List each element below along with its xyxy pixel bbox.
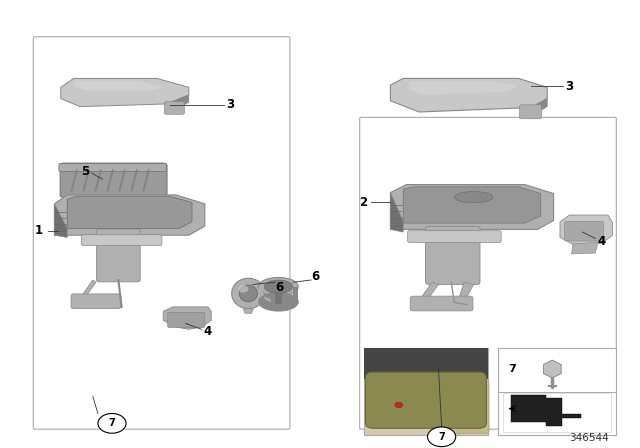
Polygon shape	[511, 395, 581, 426]
FancyBboxPatch shape	[410, 296, 473, 311]
Polygon shape	[543, 360, 561, 378]
Polygon shape	[458, 282, 474, 302]
FancyBboxPatch shape	[259, 287, 263, 304]
Polygon shape	[54, 204, 67, 237]
Text: 1: 1	[35, 224, 42, 237]
Polygon shape	[54, 195, 205, 235]
Text: 4: 4	[204, 325, 212, 338]
FancyBboxPatch shape	[365, 372, 486, 428]
FancyBboxPatch shape	[426, 226, 480, 284]
Ellipse shape	[264, 280, 292, 293]
Polygon shape	[419, 282, 438, 302]
Polygon shape	[263, 296, 271, 303]
Circle shape	[428, 427, 456, 447]
Polygon shape	[166, 95, 189, 111]
FancyBboxPatch shape	[360, 117, 616, 429]
FancyBboxPatch shape	[60, 163, 167, 198]
Ellipse shape	[232, 278, 265, 309]
Ellipse shape	[259, 293, 298, 311]
FancyBboxPatch shape	[164, 102, 184, 114]
Polygon shape	[390, 78, 547, 112]
Polygon shape	[410, 81, 518, 95]
FancyBboxPatch shape	[564, 221, 604, 241]
FancyBboxPatch shape	[275, 292, 282, 304]
Polygon shape	[390, 193, 403, 232]
Text: 3: 3	[566, 79, 573, 93]
FancyBboxPatch shape	[33, 37, 290, 429]
Text: 7: 7	[508, 364, 516, 374]
Text: 7: 7	[438, 432, 445, 442]
Text: 346544: 346544	[569, 433, 609, 443]
Text: 6: 6	[312, 270, 319, 284]
FancyBboxPatch shape	[408, 231, 501, 242]
Ellipse shape	[238, 285, 248, 293]
FancyBboxPatch shape	[364, 348, 488, 379]
Ellipse shape	[239, 285, 257, 302]
Text: 7: 7	[109, 418, 115, 428]
Polygon shape	[163, 307, 211, 329]
Text: 2: 2	[360, 196, 367, 209]
Polygon shape	[531, 99, 547, 114]
Polygon shape	[74, 81, 163, 90]
Polygon shape	[67, 196, 192, 228]
Ellipse shape	[454, 191, 493, 202]
Polygon shape	[403, 187, 541, 223]
FancyBboxPatch shape	[168, 312, 205, 327]
Text: 6: 6	[276, 281, 284, 294]
Polygon shape	[572, 242, 598, 254]
Ellipse shape	[259, 277, 298, 296]
FancyBboxPatch shape	[438, 381, 489, 433]
Text: 4: 4	[598, 234, 605, 248]
FancyBboxPatch shape	[294, 287, 298, 304]
Polygon shape	[243, 309, 253, 313]
FancyBboxPatch shape	[498, 348, 616, 435]
FancyBboxPatch shape	[520, 105, 541, 119]
Text: 3: 3	[227, 98, 234, 112]
Circle shape	[395, 402, 403, 408]
FancyBboxPatch shape	[71, 294, 121, 309]
Polygon shape	[560, 215, 612, 244]
FancyBboxPatch shape	[364, 348, 488, 435]
Circle shape	[98, 414, 126, 433]
FancyBboxPatch shape	[503, 392, 611, 432]
Text: 5: 5	[81, 164, 89, 178]
FancyBboxPatch shape	[81, 235, 162, 246]
Polygon shape	[61, 78, 189, 107]
Polygon shape	[390, 185, 554, 229]
FancyBboxPatch shape	[97, 229, 140, 282]
FancyBboxPatch shape	[59, 164, 166, 172]
Polygon shape	[80, 280, 96, 300]
